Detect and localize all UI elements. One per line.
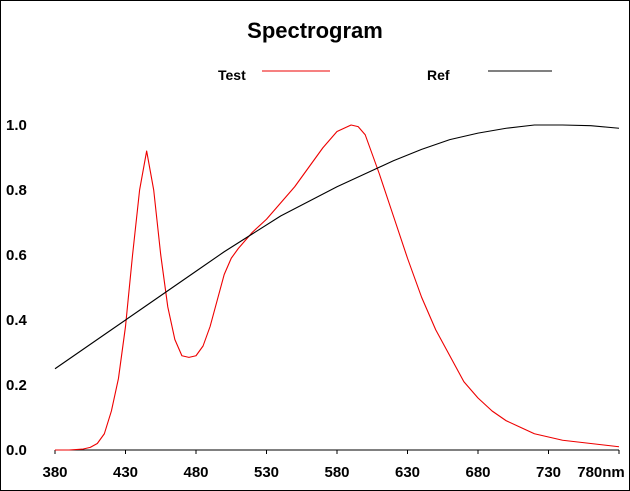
legend-label-test: Test [218, 67, 246, 83]
x-tick-label: 630 [395, 464, 420, 481]
series-line-ref [54, 124, 620, 370]
legend: Test Ref [218, 67, 552, 83]
y-tick-label: 0.8 [6, 182, 27, 199]
x-tick-label: 480 [183, 464, 208, 481]
x-tick-label: 730 [536, 464, 561, 481]
x-tick-label: 530 [254, 464, 279, 481]
x-tick-label: 430 [113, 464, 138, 481]
y-tick-label: 0.6 [6, 247, 27, 264]
legend-label-ref: Ref [427, 67, 450, 83]
x-tick-label: 680 [465, 464, 490, 481]
y-axis-ticks: 0.0 0.2 0.4 0.6 0.8 1.0 [6, 117, 28, 459]
series-layer [54, 124, 620, 451]
y-tick-label: 0.2 [6, 377, 27, 394]
series-line-test [55, 124, 620, 451]
x-tick-label: 580 [324, 464, 349, 481]
x-axis-ticks: 380 430 480 530 580 630 680 730 780nm [42, 450, 625, 481]
x-tick-label: 780nm [577, 464, 625, 481]
y-tick-label: 0.4 [6, 312, 28, 329]
y-tick-label: 0.0 [6, 442, 27, 459]
chart-title: Spectrogram [247, 18, 383, 43]
y-tick-label: 1.0 [6, 117, 27, 134]
x-tick-label: 380 [42, 464, 67, 481]
